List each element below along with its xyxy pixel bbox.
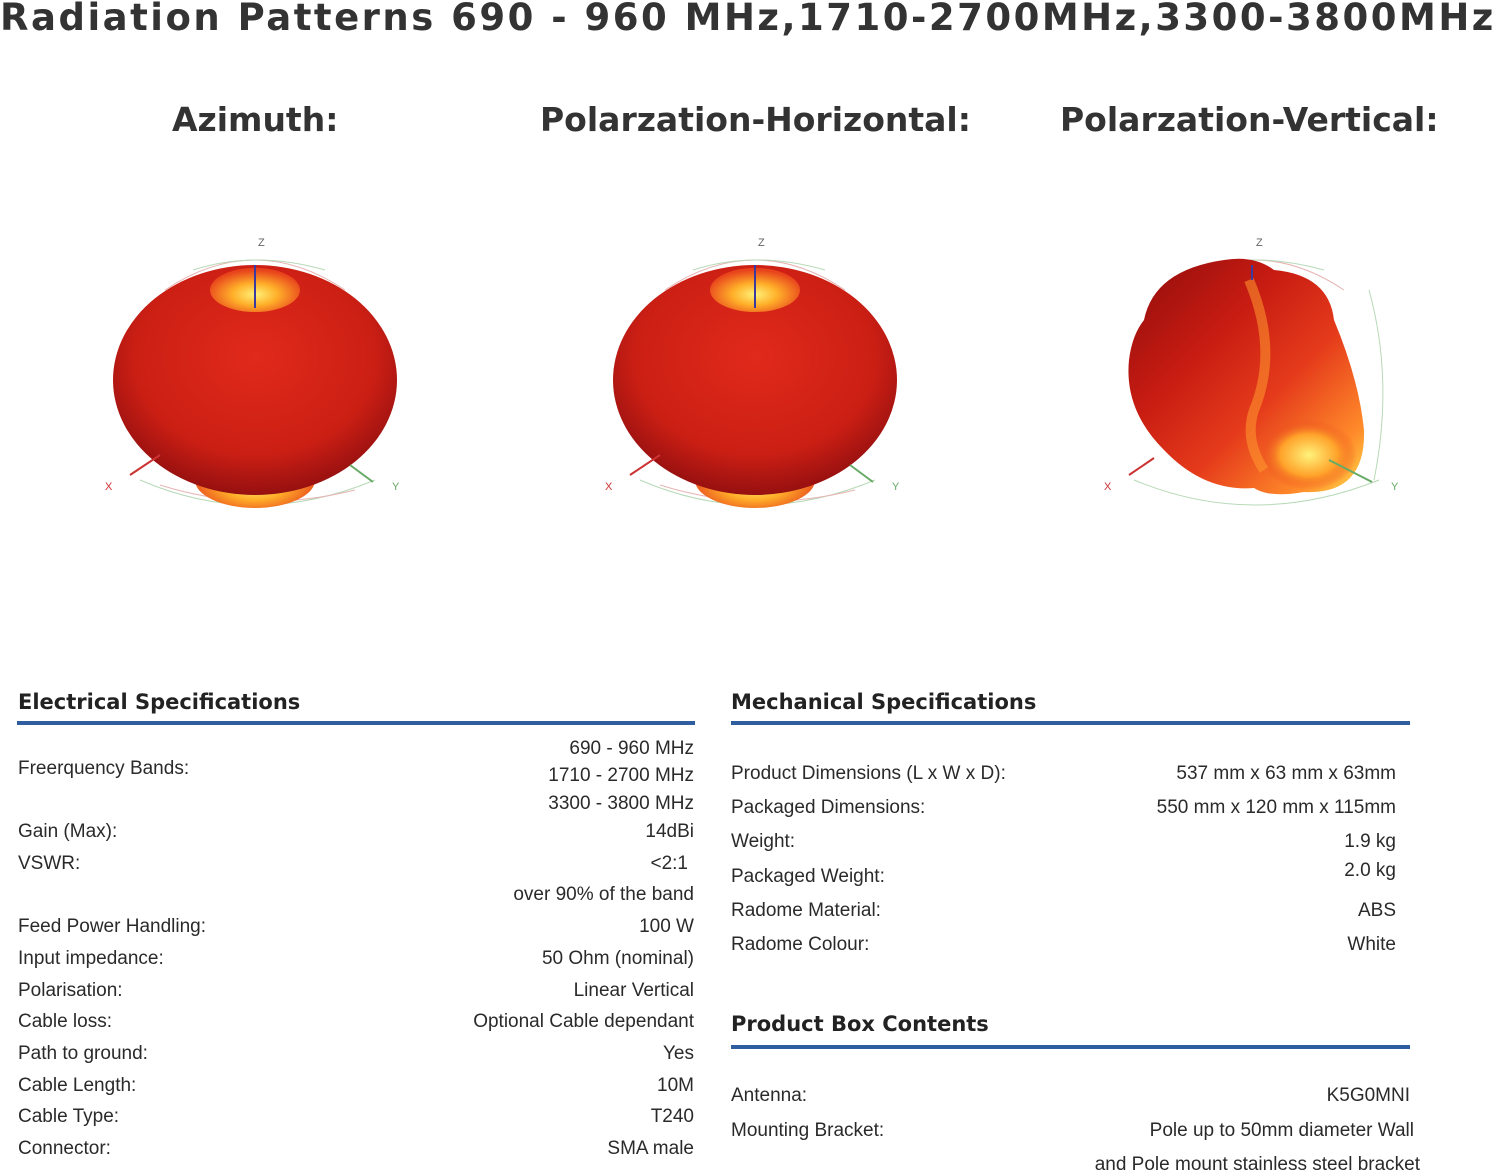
spec-label-input-impedance: Input impedance:	[18, 948, 164, 969]
spec-value-mounting-bracket-line-1: Pole up to 50mm diameter Wall	[1149, 1120, 1414, 1141]
y-axis-line	[1328, 459, 1373, 483]
polarization-horizontal-pattern-plot: Z X Y	[605, 237, 900, 508]
spec-label-cable-length: Cable Length:	[18, 1075, 137, 1096]
spec-label-product-dimensions: Product Dimensions (L x W x D):	[731, 763, 1006, 784]
y-axis-line	[349, 464, 374, 483]
spec-value-feed-power: 100 W	[639, 916, 694, 937]
spec-value-cable-type: T240	[650, 1106, 694, 1127]
spec-value-packaged-dimensions: 550 mm x 120 mm x 115mm	[1156, 797, 1396, 818]
spec-value-mounting-bracket-line-2: and Pole mount stainless steel bracket	[1094, 1154, 1420, 1175]
spec-value-frequency-band-3: 3300 - 3800 MHz	[548, 793, 694, 814]
spec-value-weight: 1.9 kg	[1344, 831, 1396, 852]
x-axis-line	[1128, 457, 1155, 476]
spec-label-weight: Weight:	[731, 831, 796, 852]
spec-label-cable-type: Cable Type:	[18, 1106, 120, 1127]
x-axis-line	[629, 454, 661, 476]
spec-label-packaged-weight: Packaged Weight:	[731, 866, 885, 887]
spec-label-vswr: VSWR:	[18, 853, 81, 874]
spec-value-vswr: <2:1	[650, 853, 688, 874]
spec-label-mounting-bracket: Mounting Bracket:	[731, 1120, 885, 1141]
spec-value-polarisation: Linear Vertical	[573, 980, 694, 1001]
spec-label-polarisation: Polarisation:	[18, 980, 123, 1001]
mechanical-section-rule	[731, 721, 1410, 725]
y-axis-label: Y	[392, 481, 400, 493]
spec-label-cable-loss: Cable loss:	[18, 1011, 112, 1032]
x-axis-label: X	[1104, 481, 1112, 493]
electrical-section-rule	[17, 721, 695, 725]
page-title: Radiation Patterns 690 - 960 MHz,1710-27…	[0, 0, 1496, 39]
spec-value-cable-length: 10M	[657, 1075, 694, 1096]
azimuth-pattern-plot: Z X Y	[105, 237, 400, 508]
polarization-horizontal-heading: Polarzation-Horizontal:	[540, 100, 971, 139]
spec-value-path-to-ground: Yes	[663, 1043, 694, 1064]
spec-value-radome-colour: White	[1347, 934, 1396, 955]
x-axis-label: X	[105, 481, 113, 493]
spec-label-gain: Gain (Max):	[18, 821, 118, 842]
spec-value-packaged-weight: 2.0 kg	[1344, 860, 1396, 881]
polarization-vertical-pattern-plot: Z X Y	[1104, 237, 1399, 506]
y-axis-label: Y	[892, 481, 900, 493]
spec-value-input-impedance: 50 Ohm (nominal)	[541, 948, 694, 969]
spec-value-frequency-band-2: 1710 - 2700 MHz	[548, 765, 694, 786]
x-axis-line	[129, 454, 161, 476]
spec-value-frequency-band-1: 690 - 960 MHz	[569, 738, 694, 759]
box-contents-section-rule	[731, 1045, 1410, 1049]
polarization-vertical-heading: Polarzation-Vertical:	[1060, 100, 1439, 139]
mechanical-specifications-title: Mechanical Specifications	[731, 690, 1037, 714]
y-axis-line	[849, 464, 874, 483]
azimuth-heading: Azimuth:	[172, 100, 339, 139]
spec-label-packaged-dimensions: Packaged Dimensions:	[731, 797, 926, 818]
spec-value-gain: 14dBi	[645, 821, 694, 842]
spec-value-product-dimensions: 537 mm x 63 mm x 63mm	[1176, 763, 1396, 784]
spec-value-connector: SMA male	[607, 1138, 694, 1159]
spec-label-path-to-ground: Path to ground:	[18, 1043, 148, 1064]
distorted-lobe	[1128, 258, 1365, 495]
spec-label-connector: Connector:	[18, 1138, 111, 1159]
spec-label-feed-power: Feed Power Handling:	[18, 916, 206, 937]
spec-value-antenna: K5G0MNI	[1326, 1085, 1410, 1106]
spec-label-radome-colour: Radome Colour:	[731, 934, 870, 955]
z-axis-label: Z	[258, 237, 265, 249]
spec-label-antenna: Antenna:	[731, 1085, 808, 1106]
z-axis-label: Z	[758, 237, 765, 249]
spec-value-vswr-note: over 90% of the band	[513, 884, 694, 905]
x-axis-label: X	[605, 481, 613, 493]
spec-value-cable-loss: Optional Cable dependant	[473, 1011, 694, 1032]
z-axis-label: Z	[1256, 237, 1263, 249]
box-contents-title: Product Box Contents	[731, 1012, 989, 1036]
spec-value-radome-material: ABS	[1357, 900, 1396, 921]
spec-label-frequency-bands: Freerquency Bands:	[18, 758, 190, 779]
spec-label-radome-material: Radome Material:	[731, 900, 881, 921]
y-axis-label: Y	[1391, 481, 1399, 493]
electrical-specifications-title: Electrical Specifications	[18, 690, 301, 714]
upper-lobe	[113, 265, 397, 495]
